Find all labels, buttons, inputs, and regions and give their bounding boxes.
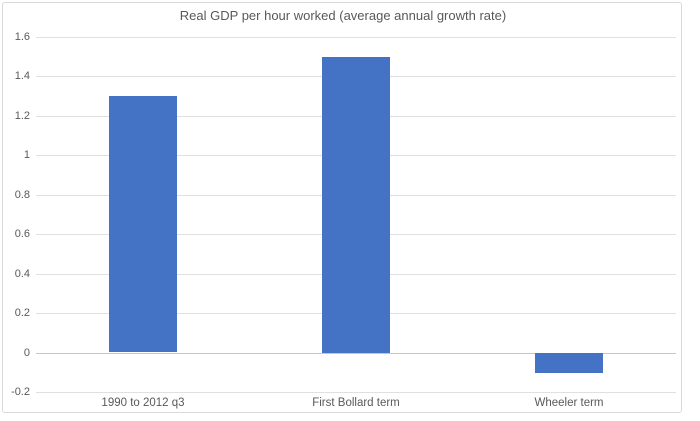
bar	[535, 353, 603, 373]
y-axis-tick-label: 1	[23, 149, 30, 161]
bar	[109, 96, 177, 352]
y-axis-tick-label: 0	[23, 347, 30, 359]
y-axis-tick-label: 0.4	[14, 268, 30, 280]
x-axis-category-label: First Bollard term	[312, 397, 400, 409]
y-axis-tick-label: -0.2	[11, 386, 30, 398]
x-axis-category-label: Wheeler term	[534, 397, 604, 409]
bar	[322, 57, 390, 353]
y-axis-tick-label: 1.6	[14, 31, 30, 43]
x-axis-category-label: 1990 to 2012 q3	[101, 397, 185, 409]
y-axis-tick-label: 1.4	[14, 70, 30, 82]
chart-title: Real GDP per hour worked (average annual…	[179, 8, 507, 23]
y-axis-tick-label: 1.2	[14, 110, 30, 122]
y-axis-tick-label: 0.6	[14, 228, 30, 240]
y-axis-tick-label: 0.2	[14, 307, 30, 319]
y-axis-tick-label: 0.8	[14, 189, 30, 201]
